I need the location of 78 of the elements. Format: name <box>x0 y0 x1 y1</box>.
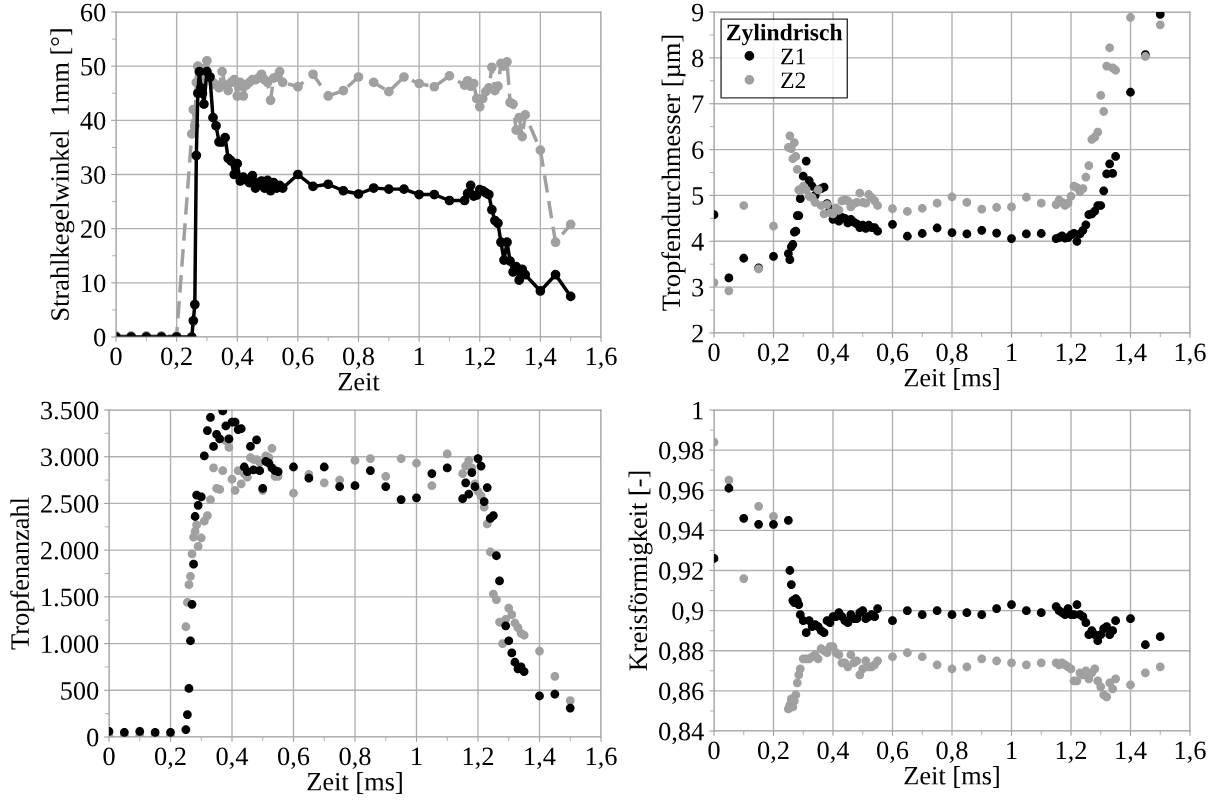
x-axis-title: Zeit [ms] <box>307 772 402 794</box>
x-tick-label: 0,2 <box>161 347 192 370</box>
y-tick-label: 2.500 <box>41 495 99 513</box>
x-tick-label: 0,6 <box>877 741 909 764</box>
x-tick-label: 1,2 <box>463 747 494 770</box>
x-tick-label: 0,8 <box>339 747 371 770</box>
x-tick-label: 0,4 <box>216 747 249 770</box>
legend-label: Z2 <box>781 72 806 89</box>
x-tick-label: 1 <box>1007 343 1017 362</box>
x-tick-label: 1,6 <box>1175 741 1206 764</box>
x-tick-label: 1,6 <box>586 747 617 770</box>
x-tick-label: 1,6 <box>586 347 617 370</box>
y-tick-label: 2.000 <box>41 541 99 560</box>
x-tick-label: 1,2 <box>465 347 495 370</box>
x-axis-title: Zeit [ms] <box>904 368 999 390</box>
y-tick-label: 0,86 <box>659 682 704 705</box>
x-axis-title: Zeit <box>338 372 380 391</box>
y-tick-label: 0,98 <box>659 441 704 464</box>
x-tick-label: 0 <box>708 343 720 362</box>
x-tick-label: 1,2 <box>1056 741 1087 764</box>
x-tick-label: 0,2 <box>155 747 186 770</box>
x-tick-label: 1,4 <box>525 747 556 770</box>
y-tick-label: 3.000 <box>41 448 99 467</box>
y-tick-label: 30 <box>81 166 106 184</box>
x-tick-label: 0,4 <box>817 343 850 366</box>
y-tick-label: 0,96 <box>659 481 704 504</box>
x-tick-label: 0,6 <box>278 747 310 770</box>
x-tick-label: 0 <box>110 347 122 366</box>
y-axis-title: Tropfenanzahl <box>10 497 35 650</box>
x-tick-label: 1 <box>412 747 422 766</box>
x-tick-label: 0,4 <box>817 741 850 764</box>
y-tick-label: 1.000 <box>42 635 99 654</box>
y-tick-label: 3.500 <box>41 401 99 420</box>
y-tick-label: 40 <box>80 111 106 130</box>
y-tick-label: 8 <box>692 49 704 68</box>
y-tick-label: 5 <box>692 187 704 205</box>
y-tick-label: 9 <box>691 3 704 22</box>
y-axis-title: Kreisförmigkeit [-] <box>628 471 653 671</box>
x-tick-label: 0,8 <box>936 343 968 366</box>
x-tick-label: 0 <box>708 741 720 760</box>
y-tick-label: 0 <box>87 728 99 747</box>
x-tick-label: 1,6 <box>1175 343 1206 366</box>
x-tick-label: 1,4 <box>526 347 557 370</box>
y-tick-label: 4 <box>691 233 704 251</box>
legend-title: Zylindrisch <box>726 23 843 46</box>
y-tick-label: 10 <box>82 274 106 293</box>
y-tick-label: 60 <box>81 3 106 22</box>
x-tick-label: 0,2 <box>758 343 789 366</box>
y-tick-label: 0,94 <box>659 521 704 544</box>
y-tick-label: 0,92 <box>659 562 703 584</box>
x-axis-title: Zeit [ms] <box>904 766 999 788</box>
y-tick-label: 6 <box>692 141 704 159</box>
x-tick-label: 1 <box>1007 741 1017 760</box>
x-tick-label: 0,8 <box>343 347 374 370</box>
y-tick-label: 1 <box>693 401 703 420</box>
x-tick-label: 1,4 <box>1116 741 1147 764</box>
y-tick-label: 7 <box>692 95 704 113</box>
y-axis-title: Strahlkegelwinkel 1mm [°] <box>50 29 75 320</box>
y-tick-label: 3 <box>692 278 704 297</box>
y-tick-label: 0,88 <box>659 642 704 664</box>
y-axis-title: Tropfendurchmesser [µm] <box>661 35 686 311</box>
y-tick-label: 1.500 <box>42 588 99 607</box>
y-tick-label: 0 <box>94 328 106 347</box>
y-tick-label: 50 <box>81 57 106 76</box>
y-tick-label: 0,9 <box>672 602 704 624</box>
y-tick-label: 0,84 <box>659 722 704 745</box>
x-tick-label: 1 <box>414 347 425 366</box>
x-tick-label: 0,6 <box>282 347 314 370</box>
x-tick-label: 0,6 <box>877 343 909 366</box>
x-tick-label: 1,2 <box>1056 343 1087 366</box>
x-tick-label: 0,2 <box>758 741 789 764</box>
x-tick-label: 0,4 <box>221 347 254 370</box>
y-tick-label: 500 <box>61 681 99 700</box>
y-tick-label: 20 <box>81 220 106 239</box>
y-tick-label: 2 <box>692 324 703 343</box>
legend-label: Z1 <box>781 48 805 65</box>
x-tick-label: 0,8 <box>936 741 968 764</box>
x-tick-label: 1,4 <box>1116 343 1147 366</box>
